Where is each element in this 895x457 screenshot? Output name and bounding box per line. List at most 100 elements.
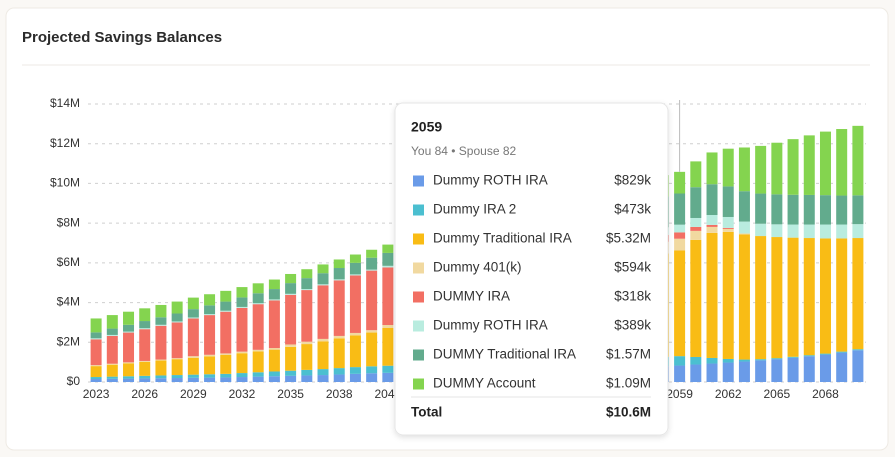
bar-segment: [690, 226, 702, 231]
legend-label: DUMMY IRA: [433, 289, 510, 304]
bar-segment: [836, 129, 848, 196]
bar-segment: [268, 299, 280, 301]
bar-segment: [738, 191, 750, 222]
bar-segment: [803, 224, 815, 239]
y-tick-label: $8M: [57, 215, 80, 229]
bar-segment: [236, 307, 248, 352]
bar-segment: [722, 231, 734, 359]
bar-segment: [187, 357, 199, 375]
bar-segment: [722, 216, 734, 228]
bar-segment: [852, 125, 864, 196]
bar-segment: [317, 264, 329, 274]
bar-segment: [317, 341, 329, 370]
bar-segment: [755, 193, 767, 224]
tooltip-total-label: Total: [411, 405, 442, 420]
bar-segment: [220, 311, 232, 354]
bar-segment: [317, 338, 329, 342]
bar-segment: [268, 371, 280, 377]
y-tick-label: $6M: [57, 255, 80, 269]
bar-segment: [722, 186, 734, 217]
bar-segment: [349, 373, 361, 382]
bar-segment: [204, 354, 216, 357]
bar-segment: [366, 269, 378, 271]
bar-segment: [706, 215, 718, 225]
bar-segment: [139, 375, 151, 379]
bar-segment: [706, 224, 718, 227]
x-tick-label: 2029: [180, 387, 207, 401]
bar-segment: [366, 373, 378, 382]
bar-segment: [333, 280, 345, 336]
bar-segment: [706, 152, 718, 185]
bar-segment: [787, 139, 799, 195]
bar-segment: [706, 226, 718, 233]
bar-segment: [236, 353, 248, 374]
bar-segment: [106, 315, 118, 329]
bar-segment: [706, 184, 718, 216]
bar-segment: [674, 232, 686, 239]
bar-segment: [123, 376, 135, 379]
bar-segment: [738, 233, 750, 235]
bar-segment: [285, 283, 297, 294]
x-tick-label: 2065: [764, 387, 791, 401]
bar-segment: [787, 224, 799, 238]
bar-segment: [738, 361, 750, 382]
bar-segment: [155, 324, 167, 326]
bar-segment: [106, 363, 118, 365]
legend-swatch: [413, 204, 424, 216]
x-tick-label: 2068: [812, 387, 839, 401]
bar-segment: [252, 372, 264, 377]
bar-segment: [706, 232, 718, 358]
bar-segment: [755, 145, 767, 194]
bar-segment: [220, 354, 232, 374]
x-tick-label: 2062: [715, 387, 742, 401]
bar-segment: [236, 287, 248, 298]
tooltip-subtitle: You 84 • Spouse 82: [411, 144, 517, 158]
tooltip-value: $473k: [614, 202, 651, 217]
bar-segment: [803, 356, 815, 382]
bar-segment: [382, 365, 394, 373]
bar-segment: [755, 236, 767, 360]
bar-segment: [285, 375, 297, 382]
bar-segment: [268, 376, 280, 382]
bar-segment: [90, 318, 102, 333]
bar-segment: [252, 304, 264, 350]
bar-segment: [349, 332, 361, 336]
bar-segment: [803, 238, 815, 356]
bar-segment: [155, 325, 167, 360]
bar-segment: [139, 329, 151, 361]
bar-segment: [90, 379, 102, 382]
bar-segment: [90, 339, 102, 366]
bar-segment: [90, 332, 102, 339]
bar-segment: [852, 238, 864, 350]
bar-segment: [819, 353, 831, 355]
bar-segment: [285, 293, 297, 295]
bar-segment: [317, 375, 329, 382]
bar-segment: [285, 344, 297, 347]
bar-segment: [836, 195, 848, 225]
bar-segment: [252, 349, 264, 352]
bar-segment: [382, 327, 394, 366]
bar-segment: [252, 351, 264, 373]
bar-segment: [382, 244, 394, 253]
bar-segment: [155, 378, 167, 382]
bar-segment: [268, 349, 280, 372]
bar-segment: [690, 364, 702, 382]
bar-segment: [139, 308, 151, 322]
bar-segment: [349, 275, 361, 333]
bar-segment: [171, 313, 183, 322]
bar-segment: [204, 356, 216, 375]
y-tick-label: $14M: [50, 96, 80, 110]
bar-segment: [155, 375, 167, 379]
bar-segment: [171, 359, 183, 376]
bar-segment: [171, 301, 183, 314]
legend-label: Dummy 401(k): [433, 260, 522, 275]
bar-segment: [155, 317, 167, 325]
bar-segment: [755, 360, 767, 382]
bar-segment: [268, 279, 280, 290]
bar-segment: [771, 358, 783, 360]
x-tick-label: 2059: [666, 387, 693, 401]
bar-segment: [106, 376, 118, 379]
bar-segment: [252, 283, 264, 294]
legend-swatch: [413, 175, 424, 187]
tooltip-value: $594k: [614, 260, 651, 275]
